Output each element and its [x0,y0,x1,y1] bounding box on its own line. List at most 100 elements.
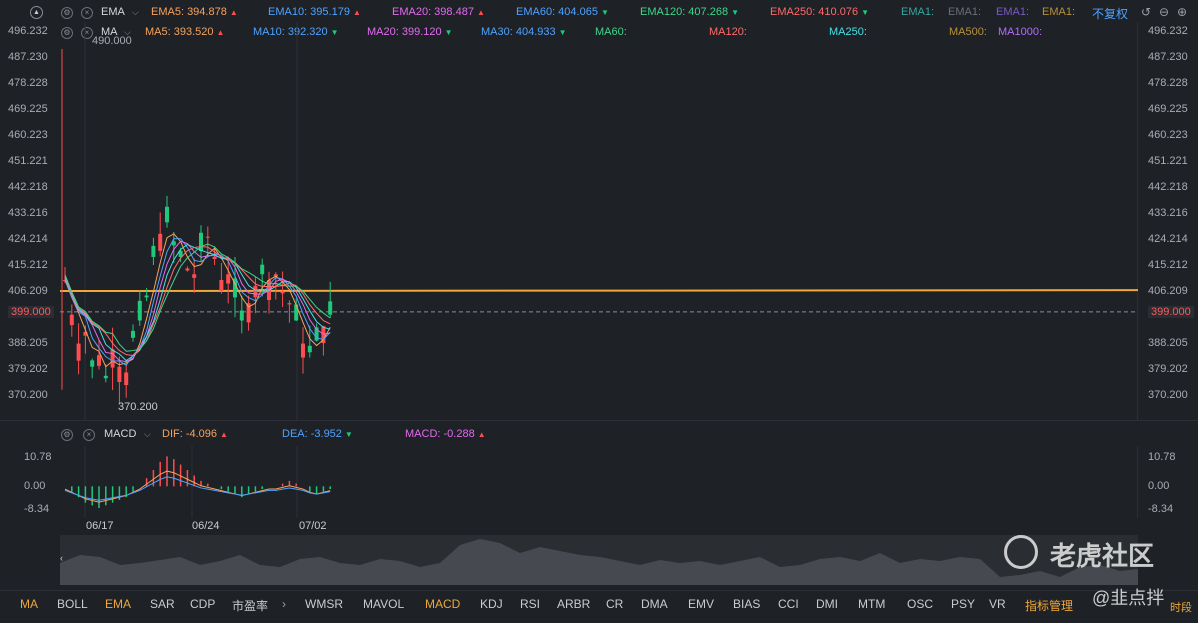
candle-body [273,274,278,277]
tab-indicator[interactable]: WMSR [305,597,343,611]
tab-indicator[interactable]: KDJ [480,597,503,611]
navigator-svg [60,539,1138,585]
ema-legend-row: ▲ ⚙ × EMA ⌵ EMA5: 394.878 ▲ EMA10: 395.179… [0,2,1198,22]
tab-indicator[interactable]: CDP [190,597,216,611]
price-tick-label: 496.232 [8,25,48,37]
tab-indicator[interactable]: OSC [907,597,934,611]
macd-indicator-name[interactable]: MACD [104,428,137,440]
settings-icon[interactable]: ⚙ [61,7,73,19]
price-tick-label: 433.216 [8,207,48,219]
moving-average-line [64,238,331,366]
legend-item: MA500: [949,26,987,38]
candle-body [171,241,176,246]
legend-value: EMA20: 398.487 [392,6,474,18]
adjust-toggle[interactable]: 不复权 [1092,7,1129,21]
tab-indicator[interactable]: RSI [520,597,541,611]
brand-watermark: 老虎社区 [1050,541,1155,571]
tab-indicator[interactable]: MTM [858,597,886,611]
user-watermark: @韭点拌 [1092,588,1165,608]
candle-body [307,345,312,353]
chevron-down-icon[interactable]: ⌵ [132,7,139,17]
candlestick-svg[interactable] [60,22,1138,420]
price-tick-label: 496.232 [1148,25,1188,37]
candle-body [158,233,163,251]
undo-icon[interactable]: ↺ [1141,5,1152,19]
tab-indicator[interactable]: 市盈率 [232,599,269,613]
close-icon[interactable]: × [83,429,95,441]
macd-svg[interactable] [60,446,1138,518]
candle-body [185,268,190,271]
moving-average-line [64,233,331,368]
legend-value: DEA: -3.952 [282,428,342,440]
tab-indicator[interactable]: MAVOL [363,597,405,611]
candle-body [69,314,74,326]
zoom-in-icon[interactable]: ⊕ [1177,5,1188,19]
tab-indicator[interactable]: EMA [105,597,132,611]
macd-chart[interactable] [60,446,1138,518]
trend-up-icon: ▲ [216,28,225,37]
candle-body [219,280,224,291]
legend-value: EMA1: [1042,6,1076,18]
chevron-down-icon[interactable]: ⌵ [124,27,131,37]
divider [0,590,1198,591]
candle-body [137,300,142,321]
candle-body [90,360,95,367]
legend-value: EMA1: [996,6,1030,18]
tab-indicator[interactable]: MA [20,597,38,611]
price-tick-label: 399.000 [8,306,54,318]
zoom-out-icon[interactable]: ⊖ [1159,5,1170,19]
legend-value: MA5: 393.520 [145,26,214,38]
close-icon[interactable]: × [81,7,93,19]
legend-item: EMA250: 410.076 ▼ [770,6,869,19]
tab-indicator[interactable]: PSY [951,597,976,611]
legend-item: MA60: [595,26,627,38]
candle-body [83,332,88,336]
legend-value: MA60: [595,26,627,38]
ema-indicator-name[interactable]: EMA [101,6,125,18]
tab-indicator[interactable]: SAR [150,597,175,611]
price-axis-right: 496.232 487.230 478.228 469.225 460.223 451.2… [1140,22,1198,420]
collapse-icon[interactable]: ▲ [30,6,43,19]
range-navigator[interactable]: ‹ [60,535,1138,585]
tab-indicator[interactable]: EMV [688,597,715,611]
trend-down-icon: ▼ [600,8,609,17]
legend-item: EMA60: 404.065 ▼ [516,6,609,19]
tab-indicator[interactable]: DMA [641,597,668,611]
legend-item: MA20: 399.120 ▼ [367,26,453,39]
settings-icon[interactable]: ⚙ [61,429,73,441]
candle-body [233,278,237,298]
candlestick-chart[interactable] [60,22,1138,420]
chevron-down-icon[interactable]: ⌵ [144,429,151,439]
tab-indicator[interactable]: CR [606,597,624,611]
candle-body [165,206,169,223]
legend-item: EMA20: 398.487 ▲ [392,6,485,19]
legend-item: EMA5: 394.878 ▲ [151,6,238,19]
tab-indicator[interactable]: VR [989,597,1006,611]
candle-body [131,330,135,338]
ma-indicator-name[interactable]: MA [101,26,118,38]
price-tick-label: 424.214 [8,233,48,245]
candle-body [314,327,319,341]
legend-item: EMA1: [948,6,981,18]
price-tick-label: 460.223 [8,129,48,141]
tab-indicator[interactable]: ARBR [557,597,591,611]
close-icon[interactable]: × [81,27,93,39]
trend-down-icon: ▼ [731,8,739,17]
time-period-button[interactable]: 时段 [1170,602,1192,614]
tab-indicator[interactable]: BIAS [733,597,761,611]
tab-more-chevron-icon[interactable]: › [282,597,286,611]
manage-indicators-button[interactable]: 指标管理 [1025,599,1074,613]
tab-indicator[interactable]: BOLL [57,597,88,611]
settings-icon[interactable]: ⚙ [61,27,73,39]
tab-indicator[interactable]: DMI [816,597,838,611]
price-tick-label: 460.223 [1148,129,1188,141]
macd-legend-row: ⚙ × MACD ⌵ DIF: -4.096 ▲ DEA: -3.952 ▼ MACD:… [0,424,1198,444]
legend-value: EMA10: 395.179 [268,6,350,18]
candle-body [212,256,217,259]
navigator-handle-icon[interactable]: ‹ [60,553,63,563]
tab-indicator[interactable]: MACD [425,597,461,611]
candle-body [103,375,108,379]
tab-indicator[interactable]: CCI [778,597,799,611]
candle-body [328,301,333,315]
moving-average-line [64,244,331,362]
